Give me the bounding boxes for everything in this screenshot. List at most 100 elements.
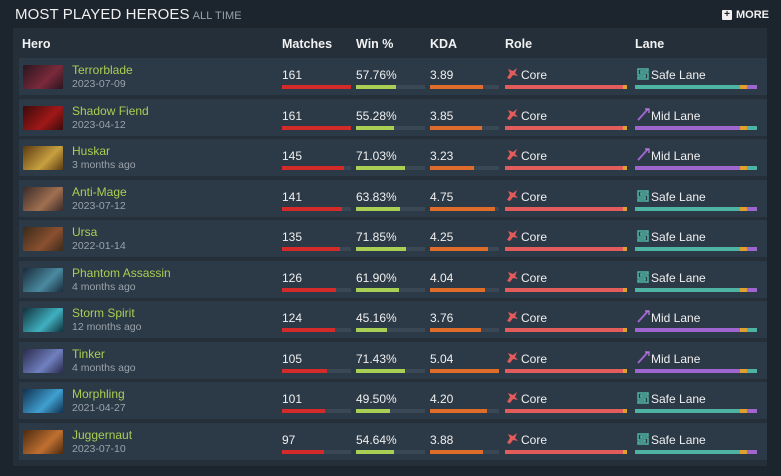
role-value: Core <box>521 270 548 285</box>
core-role-icon <box>506 189 519 202</box>
more-button[interactable]: + MORE <box>722 9 769 21</box>
lane-bar <box>635 368 757 373</box>
heroes-table: Hero Matches Win % KDA Role Lane Terrorb… <box>13 28 767 466</box>
winrate-bar <box>356 449 425 454</box>
column-header-hero[interactable]: Hero <box>22 37 51 51</box>
table-row: Terrorblade 2023-07-09 161 57.76% 3.89 Core Sa… <box>19 58 767 95</box>
kda-value: 4.75 <box>430 189 454 204</box>
matches-bar <box>282 85 351 89</box>
column-header-lane[interactable]: Lane <box>635 37 665 51</box>
role-bar <box>505 247 627 251</box>
winrate-value: 61.90% <box>356 270 397 285</box>
hero-last-played: 4 months ago <box>72 280 136 293</box>
role-value: Core <box>521 189 548 204</box>
column-header-kda[interactable]: KDA <box>430 37 458 51</box>
hero-last-played: 3 months ago <box>72 159 136 171</box>
lane-bar <box>635 409 757 413</box>
column-header-role[interactable]: Role <box>505 37 533 51</box>
lane-value: Mid Lane <box>651 311 701 325</box>
hero-avatar[interactable] <box>23 227 63 251</box>
hero-avatar[interactable] <box>23 389 63 413</box>
lane-value: Mid Lane <box>651 149 701 163</box>
winrate-value: 45.16% <box>356 311 397 325</box>
matches-value: 97 <box>282 432 296 447</box>
matches-bar <box>282 247 351 251</box>
table-row: Tinker 4 months ago 105 71.43% 5.04 Core Mid L… <box>19 341 767 379</box>
hero-last-played: 2021-04-27 <box>72 402 126 414</box>
table-row: Juggernaut 2023-07-10 97 54.64% 3.88 Core Safe… <box>19 422 767 460</box>
matches-value: 145 <box>282 149 303 163</box>
matches-bar <box>282 328 351 332</box>
safe-lane-icon <box>636 189 650 202</box>
hero-avatar[interactable] <box>23 65 63 89</box>
hero-name-link[interactable]: Shadow Fiend <box>72 103 149 118</box>
lane-bar <box>635 166 757 170</box>
winrate-bar <box>356 409 425 413</box>
matches-value: 141 <box>282 189 303 204</box>
hero-name-link[interactable]: Anti-Mage <box>72 184 127 199</box>
column-header-matches[interactable]: Matches <box>282 37 333 51</box>
kda-value: 3.23 <box>430 149 454 163</box>
kda-value: 5.04 <box>430 351 454 366</box>
safe-lane-icon <box>636 432 650 445</box>
matches-value: 135 <box>282 230 303 244</box>
kda-bar <box>430 287 499 292</box>
winrate-bar <box>356 368 425 373</box>
hero-name-link[interactable]: Huskar <box>72 144 111 158</box>
section-subtitle: ALL TIME <box>192 10 242 22</box>
matches-bar <box>282 287 351 292</box>
role-value: Core <box>521 392 548 406</box>
hero-name-link[interactable]: Storm Spirit <box>72 306 135 320</box>
winrate-value: 55.28% <box>356 108 397 123</box>
kda-bar <box>430 85 499 89</box>
hero-avatar[interactable] <box>23 348 63 373</box>
matches-value: 124 <box>282 311 303 325</box>
role-bar <box>505 85 627 89</box>
safe-lane-icon <box>636 229 650 242</box>
hero-name-link[interactable]: Tinker <box>72 346 105 361</box>
hero-avatar[interactable] <box>23 186 63 211</box>
lane-value: Safe Lane <box>651 68 706 82</box>
winrate-value: 71.85% <box>356 230 397 244</box>
lane-value: Safe Lane <box>651 230 706 244</box>
winrate-bar <box>356 328 425 332</box>
role-bar <box>505 166 627 170</box>
hero-avatar[interactable] <box>23 105 63 130</box>
safe-lane-icon <box>636 270 650 283</box>
hero-avatar[interactable] <box>23 267 63 292</box>
column-header-winrate[interactable]: Win % <box>356 37 394 51</box>
lane-value: Mid Lane <box>651 351 701 366</box>
more-label: MORE <box>736 9 769 21</box>
hero-avatar[interactable] <box>23 308 63 332</box>
winrate-bar <box>356 125 425 130</box>
hero-last-played: 2023-07-12 <box>72 199 126 212</box>
table-row: Ursa 2022-01-14 135 71.85% 4.25 Core Safe Lane <box>19 220 767 257</box>
core-role-icon <box>506 67 519 80</box>
kda-value: 4.25 <box>430 230 454 244</box>
winrate-value: 49.50% <box>356 392 397 406</box>
hero-name-link[interactable]: Ursa <box>72 225 98 239</box>
winrate-bar <box>356 206 425 211</box>
matches-bar <box>282 409 351 413</box>
winrate-bar <box>356 287 425 292</box>
hero-name-link[interactable]: Terrorblade <box>72 63 133 77</box>
mid-lane-icon <box>636 107 650 121</box>
matches-bar <box>282 166 351 170</box>
hero-name-link[interactable]: Phantom Assassin <box>72 265 171 280</box>
mid-lane-icon <box>636 310 650 323</box>
kda-value: 3.88 <box>430 432 454 447</box>
kda-bar <box>430 125 499 130</box>
table-row: Shadow Fiend 2023-04-12 161 55.28% 3.85 Core M… <box>19 98 767 136</box>
role-bar <box>505 287 627 292</box>
winrate-value: 54.64% <box>356 432 397 447</box>
safe-lane-icon <box>636 391 650 404</box>
hero-avatar[interactable] <box>23 429 63 454</box>
role-value: Core <box>521 432 548 447</box>
matches-value: 161 <box>282 108 303 123</box>
mid-lane-icon <box>636 148 650 161</box>
core-role-icon <box>506 108 519 121</box>
hero-avatar[interactable] <box>23 146 63 170</box>
hero-name-link[interactable]: Morphling <box>72 387 125 401</box>
hero-name-link[interactable]: Juggernaut <box>72 427 133 442</box>
plus-icon: + <box>722 10 732 20</box>
